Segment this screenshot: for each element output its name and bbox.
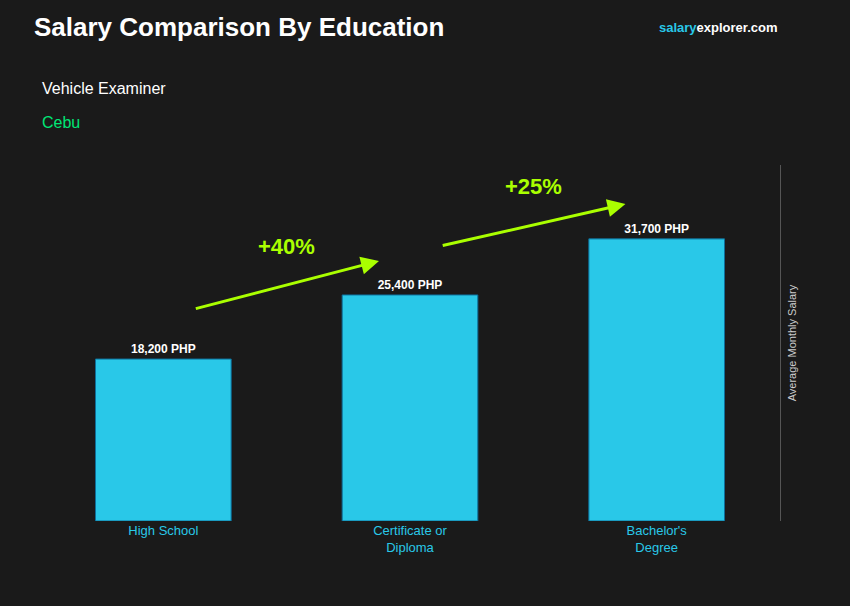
svg-text:Certificate orDiploma: Certificate orDiploma xyxy=(373,523,447,555)
svg-text:18,200 PHP: 18,200 PHP xyxy=(131,342,196,356)
svg-text:Average Monthly Salary: Average Monthly Salary xyxy=(786,284,798,401)
svg-text:Salary Comparison By Education: Salary Comparison By Education xyxy=(34,12,444,42)
svg-text:25,400 PHP: 25,400 PHP xyxy=(378,278,443,292)
svg-text:Vehicle Examiner: Vehicle Examiner xyxy=(42,80,166,97)
svg-text:High School: High School xyxy=(128,523,198,538)
svg-text:salaryexplorer.com: salaryexplorer.com xyxy=(659,20,778,35)
svg-text:+25%: +25% xyxy=(505,174,562,199)
svg-text:Bachelor'sDegree: Bachelor'sDegree xyxy=(627,523,688,555)
svg-text:+40%: +40% xyxy=(258,234,315,259)
svg-text:Cebu: Cebu xyxy=(42,114,80,131)
svg-text:31,700 PHP: 31,700 PHP xyxy=(624,222,689,236)
